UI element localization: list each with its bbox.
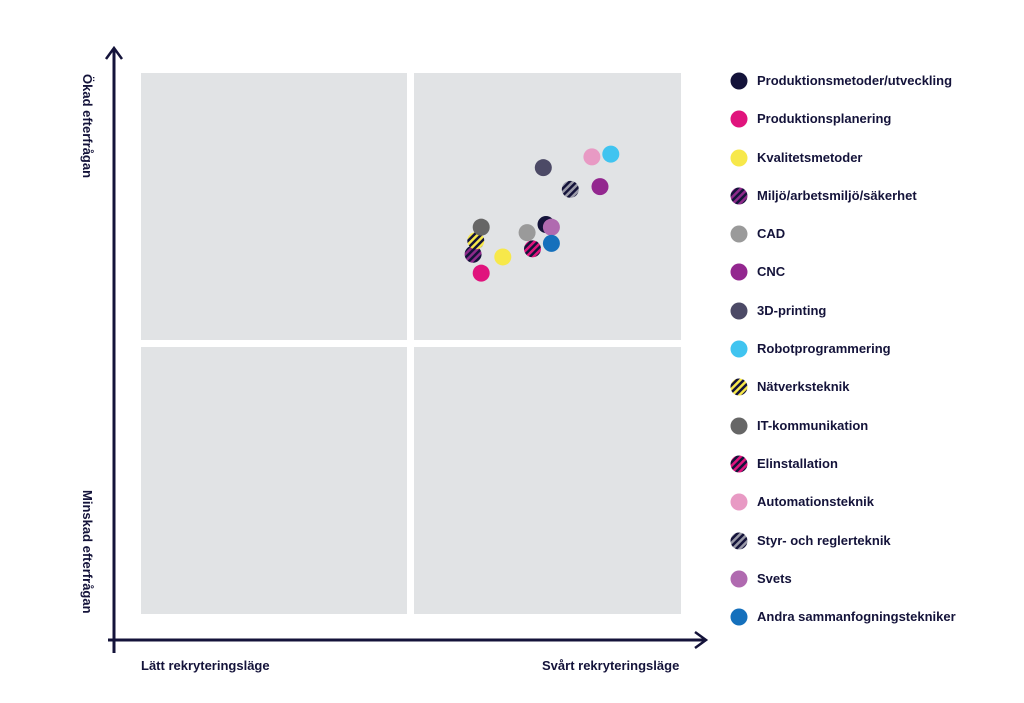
legend-label: IT-kommunikation bbox=[757, 417, 869, 433]
legend-label: Andra sammanfogningstekniker bbox=[757, 609, 956, 625]
legend-item-produktionsmetoder-utveckling: Produktionsmetoder/utveckling bbox=[730, 72, 956, 110]
quadrant-bottom-left bbox=[141, 347, 407, 614]
point-cad bbox=[518, 224, 536, 242]
legend: Produktionsmetoder/utveckling Produktions… bbox=[730, 72, 956, 646]
legend-label: 3D-printing bbox=[757, 302, 827, 318]
point-milj-arbetsmilj-s-kerhet bbox=[464, 245, 482, 263]
legend-label: Miljö/arbetsmiljö/säkerhet bbox=[757, 187, 917, 203]
x-axis-arrowhead bbox=[694, 630, 709, 650]
legend-item-automationsteknik: Automationsteknik bbox=[730, 493, 956, 531]
legend-item-cnc: CNC bbox=[730, 263, 956, 301]
legend-swatch bbox=[730, 340, 748, 358]
legend-item-cad: CAD bbox=[730, 225, 956, 263]
legend-swatch bbox=[730, 263, 748, 281]
y-axis-label-low: Minskad efterfrågan bbox=[80, 490, 95, 614]
legend-swatch bbox=[730, 417, 748, 435]
legend-swatch bbox=[730, 302, 748, 320]
legend-label: CNC bbox=[757, 264, 786, 280]
scatter-points bbox=[464, 145, 620, 282]
legend-item-robotprogrammering: Robotprogrammering bbox=[730, 340, 956, 378]
legend-label: Robotprogrammering bbox=[757, 341, 891, 357]
legend-item-it-kommunikation: IT-kommunikation bbox=[730, 417, 956, 455]
axes bbox=[104, 45, 709, 653]
legend-item-andra-sammanfogningstekniker: Andra sammanfogningstekniker bbox=[730, 608, 956, 646]
legend-item-3d-printing: 3D-printing bbox=[730, 302, 956, 340]
legend-item-produktionsplanering: Produktionsplanering bbox=[730, 110, 956, 148]
legend-item-milj-arbetsmilj-s-kerhet: Miljö/arbetsmiljö/säkerhet bbox=[730, 187, 956, 225]
legend-label: Elinstallation bbox=[757, 455, 838, 471]
legend-swatch bbox=[730, 608, 748, 626]
legend-swatch bbox=[730, 455, 748, 473]
legend-swatch bbox=[730, 149, 748, 167]
legend-label: Produktionsmetoder/utveckling bbox=[757, 73, 953, 88]
quadrant-top-left bbox=[141, 73, 407, 340]
point-cnc bbox=[591, 178, 609, 196]
point-kvalitetsmetoder bbox=[494, 248, 512, 266]
legend-swatch bbox=[730, 378, 748, 396]
legend-item-kvalitetsmetoder: Kvalitetsmetoder bbox=[730, 149, 956, 187]
y-axis-label-high: Ökad efterfrågan bbox=[80, 74, 95, 179]
legend-swatch bbox=[730, 532, 748, 550]
point-styr-och-reglerteknik bbox=[561, 180, 579, 198]
point-andra-sammanfogningstekniker bbox=[542, 234, 560, 252]
point-robotprogrammering bbox=[602, 145, 620, 163]
legend-item-svets: Svets bbox=[730, 570, 956, 608]
point-produktionsplanering bbox=[472, 264, 490, 282]
legend-label: Automationsteknik bbox=[757, 494, 875, 510]
legend-item-n-tverksteknik: Nätverksteknik bbox=[730, 378, 956, 416]
legend-item-styr-och-reglerteknik: Styr- och reglerteknik bbox=[730, 532, 956, 570]
legend-swatch bbox=[730, 493, 748, 511]
legend-label: Nätverksteknik bbox=[757, 379, 850, 395]
legend-label: Produktionsplanering bbox=[757, 111, 892, 127]
legend-label: Kvalitetsmetoder bbox=[757, 149, 863, 165]
point-svets bbox=[542, 218, 560, 236]
y-axis-arrowhead bbox=[104, 45, 124, 60]
legend-swatch bbox=[730, 72, 748, 90]
quadrant-top-right bbox=[414, 73, 681, 340]
quadrant-background bbox=[141, 73, 681, 614]
point-3d-printing bbox=[534, 159, 552, 177]
point-n-tverksteknik bbox=[467, 232, 485, 250]
x-axis-label-high: Svårt rekryteringsläge bbox=[542, 658, 680, 673]
x-axis-label-low: Lätt rekryteringsläge bbox=[141, 658, 270, 673]
point-it-kommunikation bbox=[472, 218, 490, 236]
legend-swatch bbox=[730, 187, 748, 205]
point-elinstallation bbox=[524, 240, 541, 258]
legend-label: Styr- och reglerteknik bbox=[757, 532, 891, 548]
legend-swatch bbox=[730, 110, 748, 128]
point-automationsteknik bbox=[583, 148, 601, 166]
legend-item-elinstallation: Elinstallation bbox=[730, 455, 956, 493]
legend-label: CAD bbox=[757, 226, 786, 242]
legend-swatch bbox=[730, 570, 748, 588]
legend-label: Svets bbox=[757, 570, 792, 586]
legend-swatch bbox=[730, 225, 748, 243]
quadrant-bottom-right bbox=[414, 347, 681, 614]
